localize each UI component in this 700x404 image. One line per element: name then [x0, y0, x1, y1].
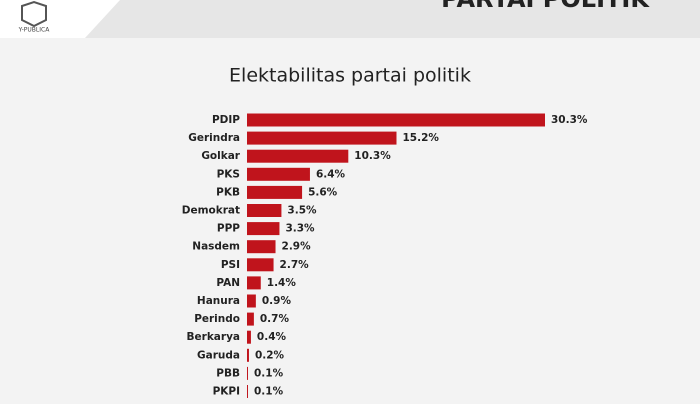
value-label: 0.9%: [262, 295, 292, 307]
bar: [247, 258, 274, 272]
value-label: 30.3%: [551, 114, 588, 126]
bar: [247, 240, 276, 254]
category-label: PDIP: [212, 114, 240, 126]
bar: [247, 167, 310, 181]
bar: [247, 312, 254, 326]
value-label: 0.2%: [255, 349, 285, 361]
bar: [247, 348, 249, 362]
bar: [247, 294, 256, 308]
category-label: Gerindra: [188, 132, 240, 144]
value-label: 0.7%: [260, 313, 290, 325]
value-label: 3.3%: [285, 223, 315, 235]
value-label: 0.1%: [254, 367, 284, 379]
category-label: Perindo: [194, 313, 240, 325]
bar: [247, 185, 303, 199]
bar: [247, 366, 248, 380]
category-label: PSI: [221, 259, 240, 271]
bar: [247, 113, 545, 127]
category-label: PBB: [216, 367, 240, 379]
bar: [247, 149, 349, 163]
category-label: Hanura: [197, 295, 240, 307]
bar: [247, 385, 248, 398]
header-title: PARTAI POLITIK: [441, 0, 650, 13]
value-label: 2.9%: [282, 241, 312, 253]
value-label: 1.4%: [267, 277, 297, 289]
chart-title: Elektabilitas partai politik: [229, 65, 471, 87]
header-band: [0, 0, 700, 38]
value-label: 15.2%: [402, 132, 439, 144]
category-label: PKB: [216, 186, 240, 198]
value-label: 0.4%: [257, 331, 287, 343]
category-label: Demokrat: [182, 205, 240, 217]
category-label: PKPI: [213, 386, 240, 398]
category-label: Berkarya: [187, 331, 240, 343]
bar: [247, 330, 251, 344]
bar: [247, 222, 280, 236]
bar: [247, 204, 282, 217]
value-label: 5.6%: [308, 186, 338, 198]
logo-icon: [21, 0, 47, 28]
bar: [247, 131, 397, 145]
value-label: 10.3%: [354, 150, 391, 162]
category-label: Golkar: [201, 150, 240, 162]
bar: [247, 276, 261, 290]
logo-text: Y-PUBLICA: [18, 27, 51, 34]
value-label: 3.5%: [287, 205, 317, 217]
category-label: PKS: [217, 168, 240, 180]
category-label: PPP: [217, 223, 240, 235]
value-label: 0.1%: [254, 386, 284, 398]
category-label: PAN: [216, 277, 240, 289]
category-label: Nasdem: [192, 241, 240, 253]
value-label: 6.4%: [316, 168, 346, 180]
value-label: 2.7%: [280, 259, 310, 271]
logo-panel: [0, 0, 120, 38]
category-label: Garuda: [197, 349, 240, 361]
